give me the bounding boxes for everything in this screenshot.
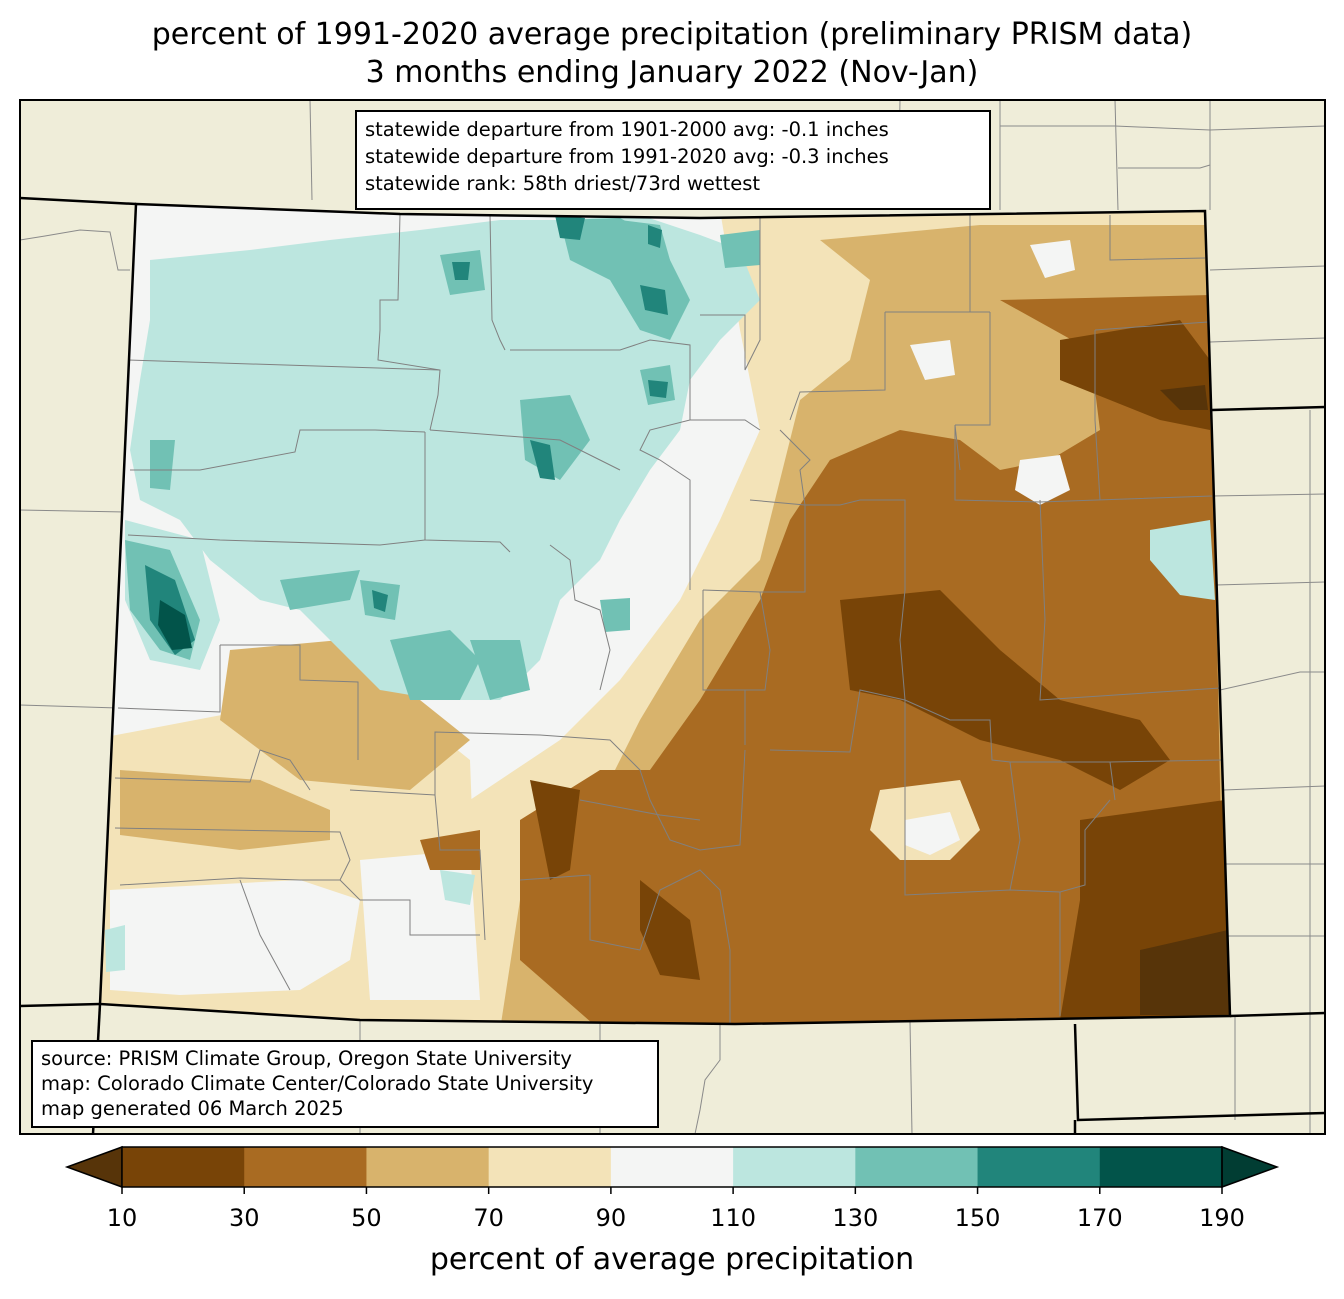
colorbar-tick-label: 170: [1076, 1204, 1123, 1232]
colorbar-outline: [121, 1146, 1223, 1188]
stats-line-departure-1901-2000: statewide departure from 1901-2000 avg: …: [365, 118, 889, 141]
colorbar-segment: [122, 1147, 245, 1187]
statewide-stats-box: statewide departure from 1901-2000 avg: …: [355, 110, 991, 210]
colorbar-tick-label: 130: [832, 1204, 879, 1232]
source-line-map-credit: map: Colorado Climate Center/Colorado St…: [41, 1072, 594, 1095]
colorbar-segment: [244, 1147, 367, 1187]
colorbar-tick-label: 90: [595, 1204, 627, 1232]
county-lines: [114, 213, 1226, 1024]
colorbar-tick-label: 190: [1199, 1204, 1245, 1232]
colorbar-tick-label: 110: [710, 1204, 757, 1232]
colorbar-over-arrow: [1221, 1145, 1280, 1189]
colorbar-segment: [488, 1147, 612, 1187]
map-frame: [19, 99, 1326, 1135]
source-line-generated-date: map generated 06 March 2025: [41, 1097, 344, 1120]
colorbar-segment: [733, 1147, 856, 1187]
colorbar-segment: [977, 1147, 1101, 1187]
colorbar-segment: [855, 1147, 979, 1187]
source-line-prism: source: PRISM Climate Group, Oregon Stat…: [41, 1047, 572, 1070]
colorbar-under-arrow: [64, 1145, 123, 1189]
source-credits-box: source: PRISM Climate Group, Oregon Stat…: [31, 1040, 659, 1128]
colorbar: [64, 1145, 1280, 1194]
stats-line-departure-1991-2020: statewide departure from 1991-2020 avg: …: [365, 145, 889, 168]
colorbar-tick-label: 70: [473, 1204, 504, 1232]
colorbar-tick-label: 30: [228, 1204, 260, 1232]
colorbar-tick-label: 50: [351, 1204, 382, 1232]
colorbar-tick-label: 150: [954, 1204, 1001, 1232]
colorbar-label: percent of average precipitation: [429, 1242, 915, 1277]
precipitation-field: [100, 204, 1230, 1024]
colorbar-segment: [1099, 1147, 1223, 1187]
colorbar-tick-label: 10: [106, 1204, 138, 1232]
map-title-line2: 3 months ending January 2022 (Nov-Jan): [365, 55, 979, 90]
stats-line-rank: statewide rank: 58th driest/73rd wettest: [365, 172, 761, 195]
colorbar-segment: [610, 1147, 734, 1187]
map-title-line1: percent of 1991-2020 average precipitati…: [151, 17, 1193, 52]
colorbar-segment: [366, 1147, 490, 1187]
